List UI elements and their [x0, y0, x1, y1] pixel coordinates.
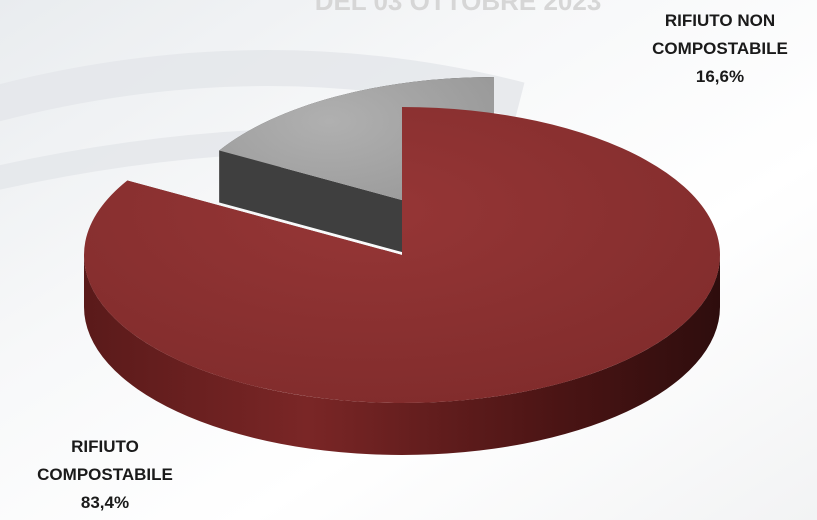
slice-category-label: RIFIUTO	[71, 437, 139, 456]
slice-value-label: 83,4%	[81, 493, 129, 512]
slice-labels: RIFIUTO COMPOSTABILE 83,4% RIFIUTO NON COMPO…	[37, 11, 788, 512]
slice-category-label: COMPOSTABILE	[37, 465, 173, 484]
slice-value-label: 16,6%	[696, 67, 744, 86]
slice-side-wall	[84, 255, 720, 455]
chart-title: DEL 03 OTTOBRE 2023	[315, 0, 602, 16]
slice-category-label: RIFIUTO NON	[665, 11, 775, 30]
slice-category-label: COMPOSTABILE	[652, 39, 788, 58]
pie-slices	[83, 77, 721, 455]
pie-slice	[83, 107, 721, 403]
